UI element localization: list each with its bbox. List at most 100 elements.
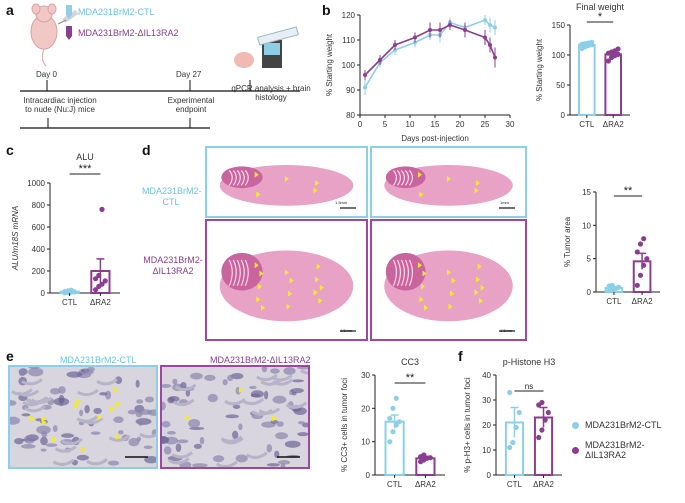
cc3-chart: CC3 0 10 20 30 % CC3+ cells in tumor foci CTL Δ… bbox=[340, 357, 445, 489]
cell-nucleus bbox=[191, 463, 208, 467]
cell-nucleus bbox=[53, 397, 70, 406]
stroma bbox=[61, 437, 84, 446]
y-tick-label: 30 bbox=[482, 396, 491, 405]
panel-e-label: e bbox=[6, 348, 14, 364]
legend-ra2-swatch bbox=[572, 446, 579, 454]
data-point bbox=[493, 55, 497, 60]
tumor-arrowhead bbox=[422, 270, 427, 277]
cell-nucleus bbox=[232, 430, 239, 440]
positive-cell-arrowhead bbox=[115, 401, 121, 408]
data-point bbox=[390, 429, 396, 435]
cell-nucleus bbox=[212, 455, 225, 463]
cell-nucleus bbox=[40, 436, 48, 446]
data-point bbox=[641, 262, 647, 268]
data-point bbox=[68, 287, 74, 293]
stroma bbox=[285, 401, 308, 409]
cell-nucleus bbox=[227, 374, 234, 382]
y-axis-label: % CC3+ cells in tumor foci bbox=[340, 378, 349, 472]
scale-bar-4: 1.5mm bbox=[500, 328, 513, 333]
cell-nucleus bbox=[143, 445, 153, 450]
alu-chart: ALU 0 200 400 600 800 1000 ALU/m18S mRNA CTL ΔRA2… bbox=[11, 152, 120, 307]
cell-nucleus bbox=[250, 390, 264, 398]
stroma bbox=[96, 378, 118, 386]
stroma bbox=[24, 405, 46, 413]
cell-nucleus bbox=[28, 367, 40, 369]
tumor-arrowhead bbox=[286, 303, 291, 310]
cell-nucleus bbox=[107, 460, 120, 466]
data-point bbox=[93, 287, 99, 293]
folia bbox=[400, 259, 406, 287]
data-point bbox=[387, 415, 393, 421]
folia bbox=[236, 170, 241, 186]
cell-nucleus bbox=[167, 431, 176, 435]
y-tick-label: 0 bbox=[366, 471, 371, 480]
brain-section-image bbox=[384, 165, 515, 209]
tumor-arrowhead bbox=[419, 296, 424, 303]
cell-nucleus bbox=[172, 378, 178, 385]
x-tick-label: CTL bbox=[62, 298, 78, 307]
y-tick-label: 0 bbox=[487, 471, 492, 480]
y-tick-label: 100 bbox=[342, 61, 356, 70]
legend: MDA231BrM2-CTL MDA231BrM2-ΔIL13RA2 bbox=[572, 420, 685, 460]
cell-nucleus bbox=[10, 416, 21, 425]
data-point bbox=[96, 272, 102, 278]
significance-label: *** bbox=[79, 163, 93, 175]
data-point bbox=[93, 276, 99, 282]
y-tick-label: 120 bbox=[342, 11, 356, 20]
cell-nucleus bbox=[185, 389, 191, 397]
y-axis-label: % Tumor area bbox=[563, 216, 572, 267]
d-ra2-row-label: MDA231BrM2-ΔIL13RA2 bbox=[143, 255, 203, 276]
positive-cell-arrowhead bbox=[109, 405, 115, 412]
cell-nucleus bbox=[266, 444, 273, 453]
tumor-arrowhead bbox=[417, 262, 422, 269]
tumor-arrowhead bbox=[479, 297, 484, 304]
ph3-chart: p-Histone H3 0 10 20 30 40 % p-H3+ cells in tu… bbox=[463, 357, 562, 489]
ihc-image-ctl bbox=[8, 365, 158, 469]
y-tick-label: 800 bbox=[32, 201, 46, 210]
data-point bbox=[510, 439, 516, 446]
cell-nucleus bbox=[193, 443, 202, 449]
cell-nucleus bbox=[266, 463, 280, 467]
data-point bbox=[516, 409, 522, 416]
stroma bbox=[174, 383, 197, 391]
data-point bbox=[378, 58, 382, 62]
cell-nucleus bbox=[18, 371, 26, 377]
tumor-arrowhead bbox=[474, 289, 479, 296]
y-tick-label: 80 bbox=[346, 111, 355, 120]
tumor-arrowhead bbox=[316, 263, 321, 270]
stroma bbox=[215, 460, 238, 467]
cell-nucleus bbox=[207, 393, 218, 403]
step3-text: qPCR analysis + brain histology bbox=[231, 84, 311, 102]
data-point bbox=[616, 284, 622, 290]
data-point bbox=[102, 278, 108, 284]
tumor-arrowhead bbox=[256, 296, 261, 303]
step2-text: Experimental endpoint bbox=[167, 96, 215, 114]
e-ra2-title: MDA231BrM2-ΔIL13RA2 bbox=[210, 355, 311, 365]
tumor-arrowhead bbox=[480, 284, 485, 291]
cell-nucleus bbox=[293, 407, 307, 415]
folia bbox=[392, 170, 398, 186]
step1-text: Intracardiac injection to nude (Nu:J) mi… bbox=[23, 96, 97, 114]
data-point bbox=[507, 389, 513, 396]
cell-nucleus bbox=[175, 443, 182, 453]
tumor-arrowhead bbox=[448, 303, 453, 310]
stroma bbox=[220, 435, 243, 443]
cell-nucleus bbox=[79, 409, 84, 417]
folia bbox=[240, 170, 245, 186]
y-tick-label: 20 bbox=[482, 421, 491, 430]
data-point bbox=[637, 241, 644, 247]
stroma bbox=[25, 396, 48, 404]
tumor-arrowhead bbox=[284, 269, 289, 276]
cerebellum bbox=[221, 252, 263, 291]
significance-label: ** bbox=[624, 185, 633, 197]
tumor-arrowhead bbox=[315, 179, 320, 186]
tumor-arrowhead bbox=[476, 179, 481, 186]
cell-nucleus bbox=[263, 390, 269, 400]
brain-section-image bbox=[219, 250, 356, 332]
data-point bbox=[390, 405, 396, 411]
tumor-area-chart: 0 5 10 15 % Tumor area CTL ΔRA2 ** bbox=[563, 185, 660, 306]
cell-nucleus bbox=[162, 401, 166, 411]
tumor-arrowhead bbox=[257, 283, 262, 290]
positive-cell-arrowhead bbox=[115, 433, 121, 440]
stroma bbox=[86, 458, 109, 466]
